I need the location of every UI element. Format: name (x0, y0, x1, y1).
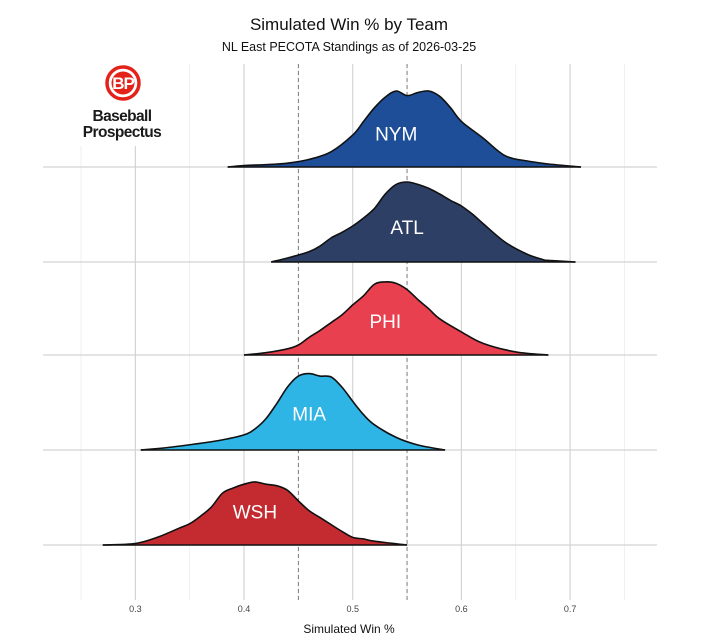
ridge-fill-wsh (102, 481, 408, 545)
ridge-fill-nym (227, 90, 581, 167)
ridge-fill-mia (140, 373, 446, 450)
x-tick-label: 0.6 (455, 604, 468, 614)
baseball-prospectus-logo: BP Baseball Prospectus (78, 62, 168, 146)
team-label-phi: PHI (369, 312, 401, 333)
x-tick-label: 0.7 (564, 604, 577, 614)
density-ridges (102, 90, 581, 546)
chart-title: Simulated Win % by Team (250, 15, 448, 34)
ridge-outline-mia (140, 372, 446, 451)
logo-disc (111, 71, 135, 95)
x-tick-label: 0.5 (346, 604, 359, 614)
team-label-wsh: WSH (233, 502, 277, 523)
logo-line-1: Baseball (93, 108, 152, 125)
logo-mark: BP (112, 74, 134, 93)
ridge-outline-phi (243, 281, 549, 356)
ridge-outline-nym (227, 90, 581, 168)
x-axis-ticks: 0.3 0.4 0.5 0.6 0.7 (129, 604, 576, 614)
ridge-outline-wsh (102, 481, 408, 546)
ridge-fill-atl (271, 182, 576, 262)
logo-ring (105, 65, 141, 101)
team-label-nym: NYM (375, 124, 417, 145)
team-label-atl: ATL (390, 218, 423, 239)
x-tick-label: 0.4 (238, 604, 251, 614)
logo-line-2: Prospectus (83, 124, 161, 141)
ridge-fill-phi (244, 281, 549, 355)
team-labels: NYM ATL PHI MIA WSH (233, 124, 424, 523)
ridge-outline-atl (270, 181, 576, 263)
x-tick-label: 0.3 (129, 604, 142, 614)
team-label-mia: MIA (292, 405, 326, 426)
x-axis-label: Simulated Win % (303, 622, 395, 636)
chart-subtitle: NL East PECOTA Standings as of 2026-03-2… (222, 40, 476, 54)
